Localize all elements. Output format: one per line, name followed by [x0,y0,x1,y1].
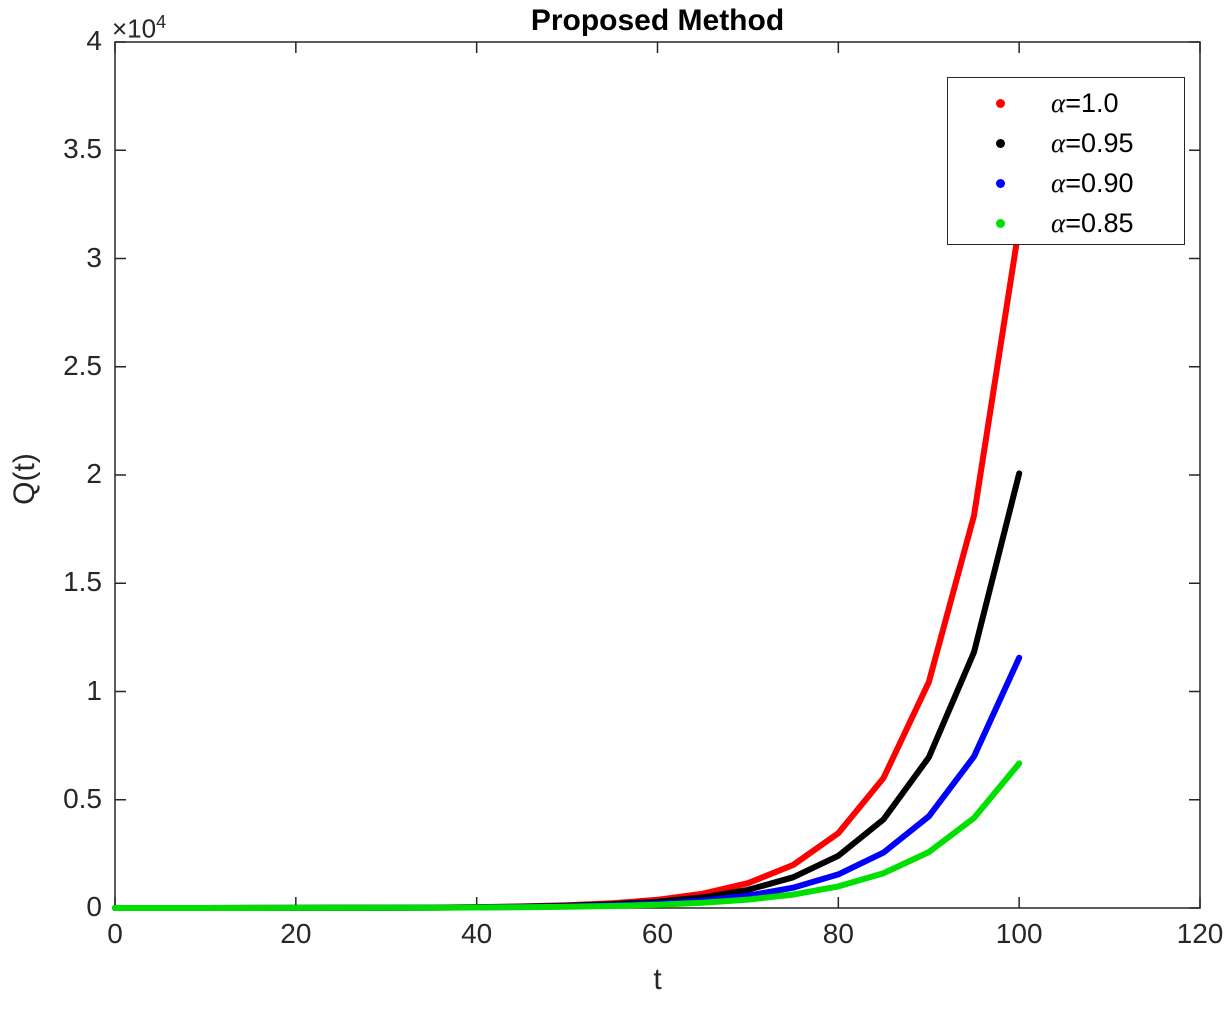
legend-value-text: =1.0 [1065,87,1119,118]
x-tick-label: 40 [461,918,493,949]
y-tick-label: 2 [86,458,102,489]
y-axis-label: Q(t) [8,453,41,505]
x-tick-label: 20 [280,918,312,949]
chart-title: Proposed Method [530,4,785,37]
y-tick-label: 3 [86,241,102,273]
legend-entry-alpha-1.0: α=1.0 [948,83,1184,123]
legend-marker-dot [996,138,1005,148]
y-scale-times: ×10 [112,13,157,44]
legend-value-text: =0.85 [1065,207,1134,238]
y-tick-label: 2.5 [63,349,102,381]
x-tick-label: 0 [107,918,123,949]
legend-label: α=0.95 [1051,128,1134,159]
alpha-symbol: α [1051,167,1066,198]
legend-entry-alpha-0.85: α=0.85 [948,203,1184,243]
series-curve-alpha-1.0 [112,223,1023,911]
legend: α=1.0 α=0.95 α=0.90 α=0.85 [947,77,1185,245]
series-curve-alpha-0.95 [112,470,1023,911]
x-tick-label: 80 [822,918,854,949]
series-curve-alpha-0.85 [112,760,1023,911]
y-tick-label: 4 [86,25,102,56]
legend-entry-alpha-0.95: α=0.95 [948,123,1184,163]
x-tick-label: 120 [1176,918,1224,949]
y-tick-label: 3.5 [63,133,102,165]
legend-entry-alpha-0.90: α=0.90 [948,163,1184,203]
legend-marker-dot [996,178,1005,188]
y-tick-label: 0.5 [63,782,102,814]
x-axis-label: t [653,963,662,996]
y-axis-scale-label: ×104 [112,12,166,45]
legend-value-text: =0.95 [1065,127,1134,158]
x-tick-label: 100 [995,918,1043,949]
legend-label: α=0.90 [1051,168,1134,199]
legend-label: α=0.85 [1051,208,1134,239]
alpha-symbol: α [1051,207,1066,238]
legend-marker-dot [996,98,1005,108]
legend-label: α=1.0 [1051,88,1119,119]
y-tick-label: 1 [86,674,102,706]
alpha-symbol: α [1051,87,1066,118]
y-tick-label: 1.5 [63,566,102,598]
y-scale-exponent: 4 [156,12,167,32]
legend-value-text: =0.90 [1065,167,1134,198]
alpha-symbol: α [1051,127,1066,158]
y-tick-label: 0 [86,891,102,922]
legend-marker-dot [996,218,1005,228]
x-tick-label: 60 [641,918,674,949]
